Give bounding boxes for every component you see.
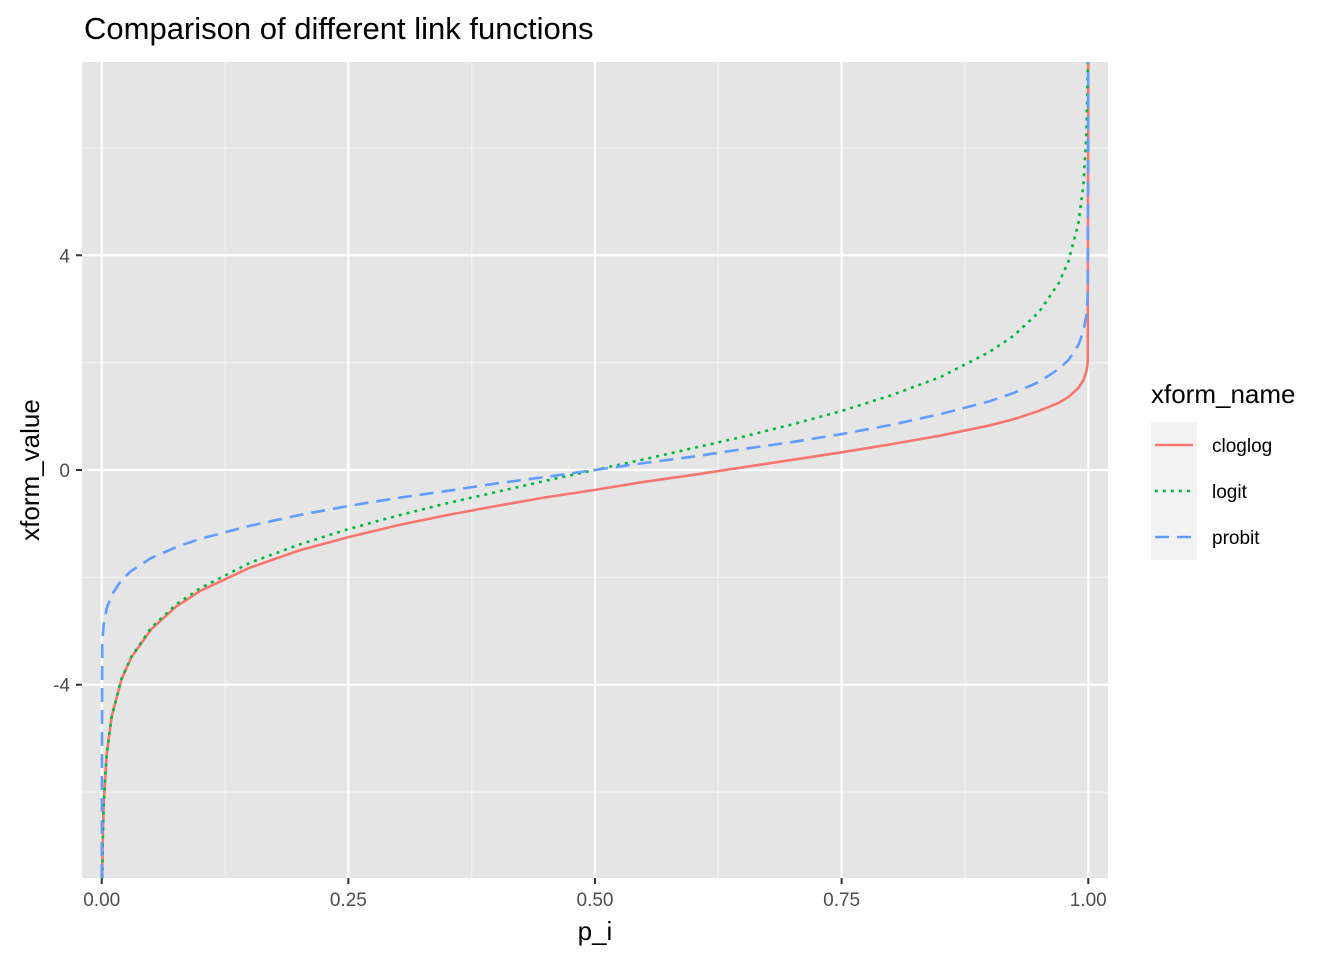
x-tick-label: 0.00 xyxy=(83,890,120,911)
series-line-probit xyxy=(100,62,1090,878)
x-tick-label: 0.75 xyxy=(823,890,860,911)
legend-label-logit: logit xyxy=(1212,482,1248,503)
legend: xform_name cloglog logit probit xyxy=(1151,379,1296,560)
chart-title: Comparison of different link functions xyxy=(84,11,593,46)
x-axis: 0.00 0.25 0.50 0.75 1.00 xyxy=(83,878,1107,911)
y-tick-label: 4 xyxy=(59,246,70,267)
x-tick-label: 0.25 xyxy=(330,890,367,911)
y-axis-title: xform_value xyxy=(15,399,45,541)
y-tick-label: 0 xyxy=(59,461,70,482)
x-axis-title: p_i xyxy=(578,916,613,946)
legend-label-cloglog: cloglog xyxy=(1212,436,1272,457)
legend-title: xform_name xyxy=(1151,379,1296,409)
y-axis: -4 0 4 xyxy=(53,246,82,697)
legend-label-probit: probit xyxy=(1212,528,1260,549)
series-layer xyxy=(100,62,1090,878)
x-tick-label: 0.50 xyxy=(577,890,614,911)
x-tick-label: 1.00 xyxy=(1070,890,1107,911)
y-tick-label: -4 xyxy=(53,676,70,697)
